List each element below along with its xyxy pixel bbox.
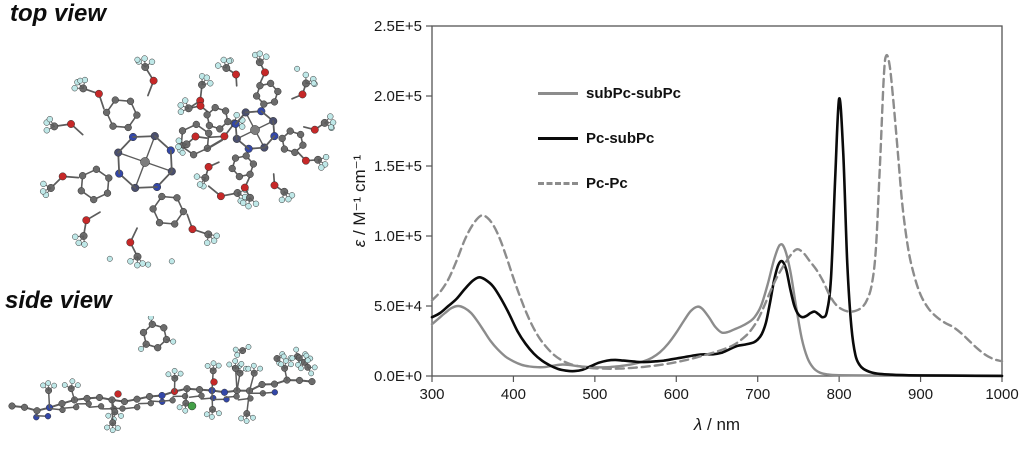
series-line-subpc-subpc: [430, 243, 1004, 377]
y-axis-label: ε / M⁻¹ cm⁻¹: [350, 154, 369, 247]
y-tick-label: 1.5E+5: [374, 158, 422, 175]
y-tick-label: 5.0E+4: [374, 298, 422, 315]
x-tick-label: 700: [745, 386, 770, 403]
legend-entry-pc-subpc: Pc-subPc: [538, 129, 681, 147]
plot-border: [431, 25, 1003, 377]
legend-line-sample-pc-subpc: [538, 136, 578, 140]
legend-line-sample-pc-pc: [538, 181, 578, 185]
molecule-side-view-image: [8, 316, 318, 434]
x-tick-label: 900: [908, 386, 933, 403]
chart-legend: subPc-subPc Pc-subPc Pc-Pc: [538, 84, 681, 192]
x-tick-label: 400: [501, 386, 526, 403]
x-tick-label: 600: [664, 386, 689, 403]
y-tick-label: 2.0E+5: [374, 88, 422, 105]
legend-line-sample-subpc-subpc: [538, 91, 578, 95]
spectrum-chart: 300 400 500 600 700 800 900 1000 0.0E+0 5.0E+4 1.0…: [348, 0, 1024, 455]
top-view-label: top view: [10, 0, 107, 27]
molecule-top-view-image: [39, 50, 337, 269]
legend-label-pc-pc: Pc-Pc: [586, 174, 628, 192]
x-tick-label: 300: [419, 386, 444, 403]
y-tick-label: 2.5E+5: [374, 18, 422, 35]
x-tick-label: 1000: [985, 386, 1018, 403]
spectrum-plot: 300 400 500 600 700 800 900 1000 0.0E+0 5.0E+4 1.0…: [350, 18, 1019, 434]
x-tick-label: 800: [827, 386, 852, 403]
side-view-label: side view: [5, 287, 112, 314]
y-tick-label: 0.0E+0: [374, 368, 422, 385]
legend-label-pc-subpc: Pc-subPc: [586, 129, 655, 147]
legend-entry-subpc-subpc: subPc-subPc: [538, 84, 681, 102]
x-axis-label: λ / nm: [693, 415, 740, 434]
legend-label-subpc-subpc: subPc-subPc: [586, 84, 682, 102]
series-line-pc-pc: [430, 53, 1004, 370]
legend-entry-pc-pc: Pc-Pc: [538, 174, 681, 192]
y-tick-label: 1.0E+5: [374, 228, 422, 245]
x-tick-label: 500: [582, 386, 607, 403]
series-line-pc-subpc: [430, 97, 1004, 378]
